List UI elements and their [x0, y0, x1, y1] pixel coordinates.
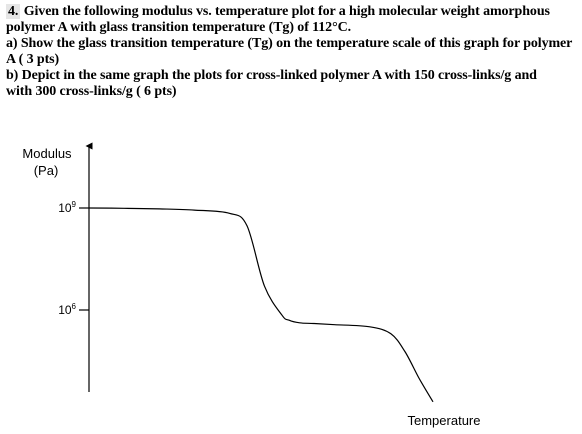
y-tick-label: 106: [58, 302, 76, 317]
x-axis-label: Temperature: [408, 413, 481, 428]
part-a-line-2: A ( 3 pts): [6, 52, 60, 67]
part-b-line-1: b) Depict in the same graph the plots fo…: [6, 68, 537, 83]
y-tick-label: 109: [58, 200, 76, 215]
y-axis-label-line1: Modulus: [22, 146, 72, 161]
part-a-line-1: a) Show the glass transition temperature…: [6, 36, 573, 51]
question-line-2: polymer A with glass transition temperat…: [6, 20, 351, 35]
part-b-line-2: with 300 cross-links/g ( 6 pts): [6, 84, 177, 99]
y-ticks: 109 106: [58, 200, 89, 317]
question-number: 4.: [6, 4, 21, 19]
series-group: [88, 207, 434, 403]
y-axis-label-line2: (Pa): [34, 163, 59, 178]
question-line-1: 4. Given the following modulus vs. tempe…: [6, 4, 550, 19]
series-line-0: [88, 207, 434, 403]
question-text: 4. Given the following modulus vs. tempe…: [6, 4, 578, 100]
